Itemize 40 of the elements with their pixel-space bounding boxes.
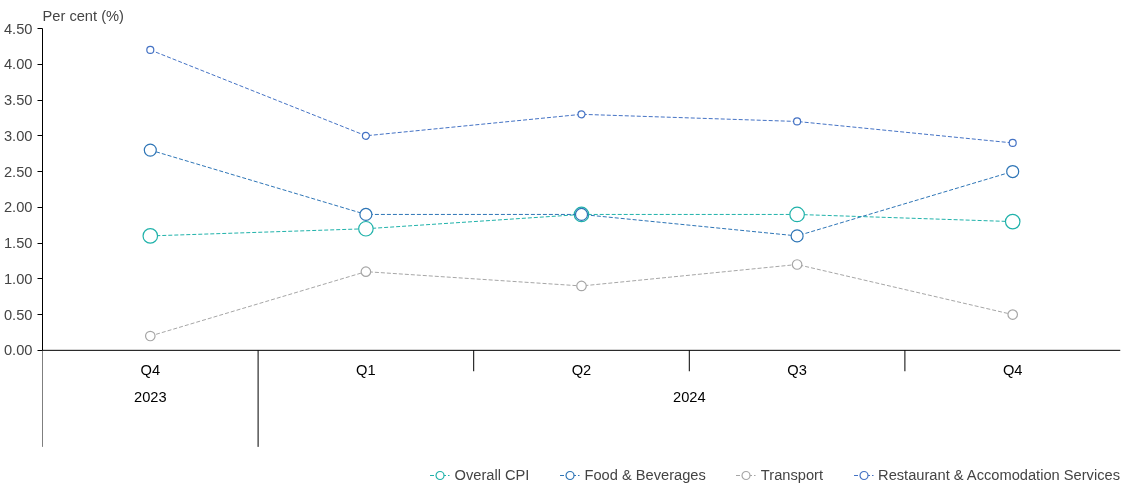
legend-label: Overall CPI	[454, 467, 530, 483]
point	[142, 228, 159, 244]
legend-label: Food & Beverages	[584, 467, 706, 483]
point	[1008, 138, 1017, 148]
y-tick-label: 0.50	[3, 306, 33, 323]
y-tick-label: 3.50	[3, 92, 33, 109]
point	[361, 131, 370, 140]
point	[790, 229, 804, 243]
y-tick-label: 1.00	[3, 270, 33, 287]
x-tick-label: Q2	[571, 361, 592, 378]
text: 2023	[134, 389, 167, 406]
y-tick-label: 4.00	[3, 56, 33, 73]
point	[576, 280, 587, 292]
text: 2024	[673, 389, 706, 406]
legend-label: Transport	[760, 467, 824, 483]
x-tick-label: Q3	[787, 361, 807, 378]
point	[358, 220, 374, 237]
x-tick-label: Q1	[356, 361, 376, 378]
point	[144, 330, 156, 342]
point	[1004, 213, 1021, 230]
point	[1007, 309, 1019, 320]
point	[577, 110, 586, 119]
y-tick-label: 2.50	[3, 163, 33, 180]
y-tick-label: 2.00	[3, 199, 33, 216]
point	[359, 207, 373, 222]
point	[793, 117, 802, 126]
legend-label: Restaurant & Accomodation Services	[878, 467, 1120, 483]
point	[1006, 164, 1020, 179]
y-tick-label: 3.00	[3, 127, 33, 144]
x-tick-label: Q4	[1002, 361, 1023, 378]
point	[146, 45, 155, 55]
y-tick-label: 0.00	[3, 342, 33, 359]
point	[791, 259, 803, 270]
point	[789, 206, 805, 223]
y-tick-label: 4.50	[3, 20, 33, 37]
y-axis-title: Per cent (%)	[42, 7, 124, 24]
point	[360, 266, 372, 277]
point	[143, 143, 157, 157]
x-tick-label: Q4	[140, 361, 161, 378]
y-tick-label: 1.50	[3, 235, 33, 252]
